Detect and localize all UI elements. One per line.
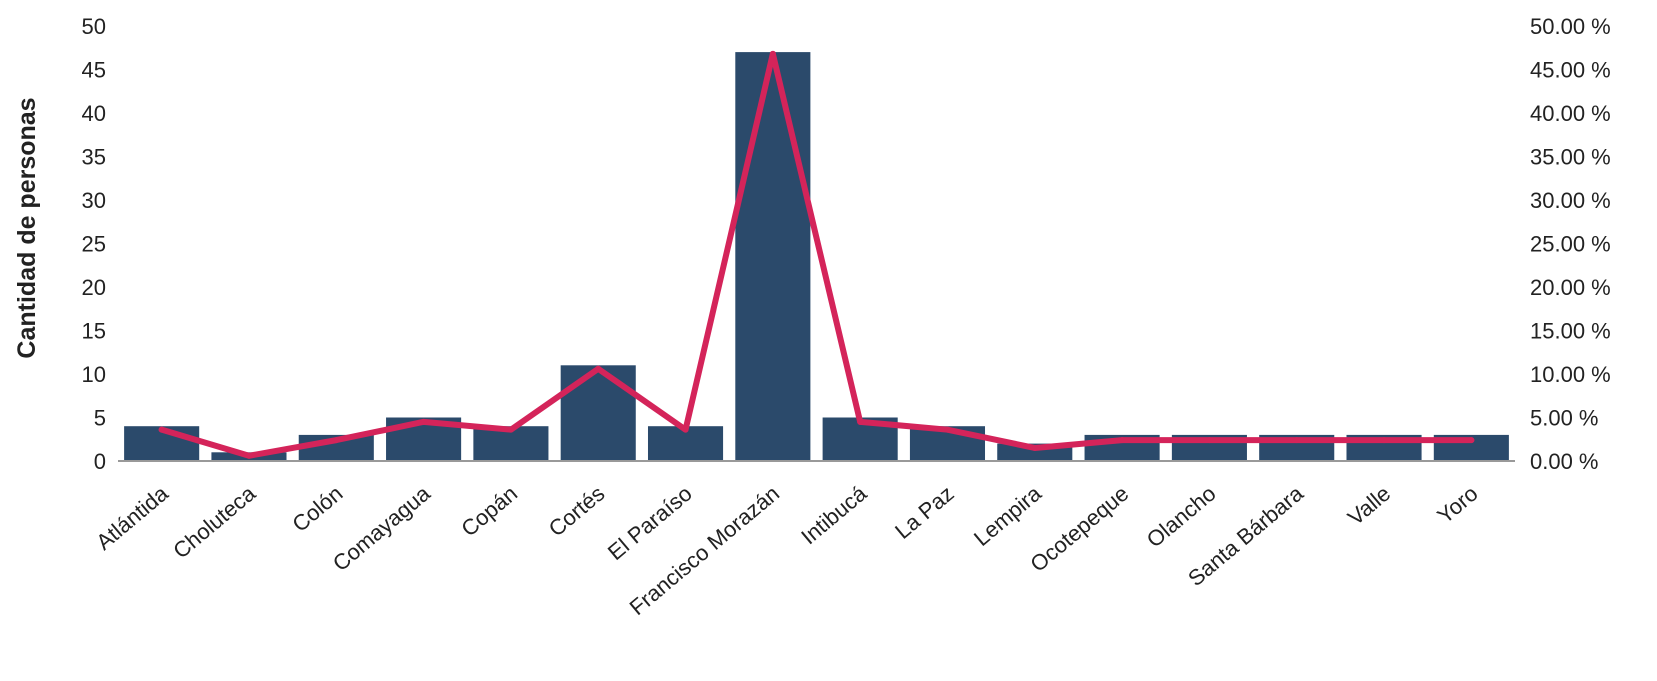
line-point [1468,437,1475,444]
right-tick-label: 30.00 % [1530,188,1611,213]
line-series [158,50,1475,459]
right-tick-label: 15.00 % [1530,319,1611,344]
line-point [333,437,340,444]
line-point [507,426,514,433]
left-tick-label: 35 [82,145,106,170]
line-point [1381,437,1388,444]
x-tick-label: Valle [1343,481,1395,531]
right-tick-label: 5.00 % [1530,406,1599,431]
left-tick-label: 5 [94,406,106,431]
right-tick-label: 45.00 % [1530,58,1611,83]
x-tick-label: La Paz [890,481,959,544]
left-tick-label: 20 [82,275,106,300]
line-point [769,50,776,57]
x-tick-label: Colón [287,481,347,537]
left-tick-label: 0 [94,449,106,474]
line-point [1293,437,1300,444]
x-tick-label: Intibucá [796,480,872,549]
left-axis-ticks: 0 5 10 15 20 25 30 35 40 45 50 [82,14,106,474]
line-point [944,426,951,433]
right-tick-label: 10.00 % [1530,362,1611,387]
right-axis-ticks: 0.00 % 5.00 % 10.00 % 15.00 % 20.00 % 25.00 %… [1530,14,1611,474]
x-tick-label: Olancho [1142,481,1221,553]
x-tick-label: Atlántida [91,480,173,555]
x-tick-label: Francisco Morazán [625,481,784,620]
x-tick-label: Comayagua [328,480,436,576]
right-tick-label: 20.00 % [1530,275,1611,300]
left-tick-label: 30 [82,188,106,213]
right-tick-label: 50.00 % [1530,14,1611,39]
line-point [245,452,252,459]
left-tick-label: 50 [82,14,106,39]
line-point [1031,444,1038,451]
x-tick-label: Cortés [544,481,610,542]
right-tick-label: 40.00 % [1530,101,1611,126]
x-tick-label: Copán [456,481,522,542]
right-tick-label: 0.00 % [1530,449,1599,474]
line-point [1206,437,1213,444]
line-path [158,50,1475,459]
left-tick-label: 25 [82,232,106,257]
line-point [158,426,165,433]
bar-series [124,52,1509,461]
right-tick-label: 25.00 % [1530,232,1611,257]
x-tick-label: Lempira [969,480,1047,551]
bar [735,52,811,461]
line-point [595,365,602,372]
bar [560,365,636,461]
right-tick-label: 35.00 % [1530,145,1611,170]
left-tick-label: 10 [82,362,106,387]
x-tick-label: Choluteca [168,480,261,563]
line-point [1119,437,1126,444]
x-tick-label: Yoro [1432,481,1482,529]
line-point [857,418,864,425]
line-point [682,426,689,433]
left-tick-label: 40 [82,101,106,126]
line-point [420,418,427,425]
y-axis-label: Cantidad de personas [13,97,41,358]
left-tick-label: 15 [82,319,106,344]
left-tick-label: 45 [82,58,106,83]
